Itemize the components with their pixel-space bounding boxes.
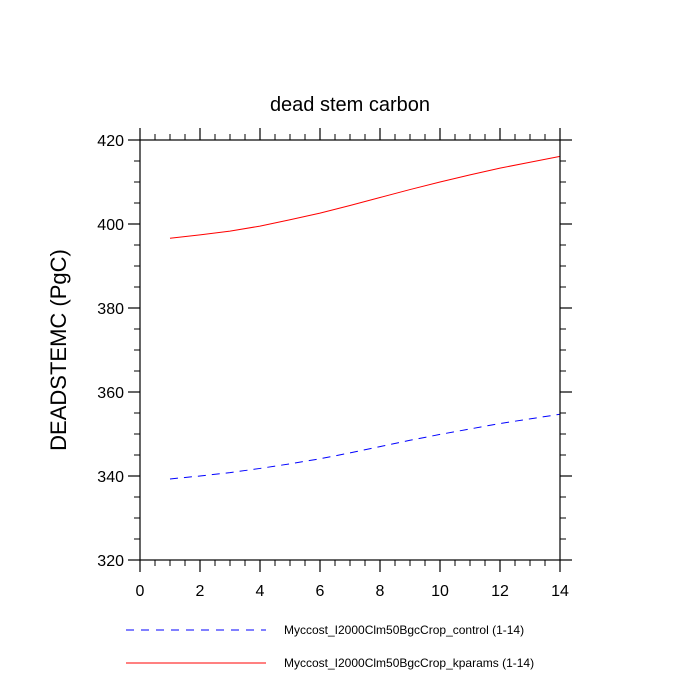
- x-tick-label: 12: [491, 583, 509, 600]
- y-tick-label: 420: [97, 133, 124, 150]
- legend-label-1: Myccost_I2000Clm50BgcCrop_kparams (1-14): [284, 656, 534, 670]
- y-axis-label: DEADSTEMC (PgC): [46, 249, 71, 451]
- series-layer: [169, 155, 561, 480]
- axis-ticks: 0 2 4 6 8 10 12 14 320 340 360 380 400 420: [97, 128, 572, 600]
- x-tick-label: 8: [376, 583, 385, 600]
- y-tick-label: 360: [97, 385, 124, 402]
- chart-title: dead stem carbon: [270, 94, 430, 116]
- y-tick-label: 320: [97, 553, 124, 570]
- legend-label-0: Myccost_I2000Clm50BgcCrop_control (1-14): [284, 623, 524, 637]
- plot-frame: [139, 139, 561, 561]
- x-tick-label: 14: [551, 583, 569, 600]
- x-tick-label: 10: [431, 583, 449, 600]
- x-tick-label: 4: [256, 583, 265, 600]
- series-line-0: [169, 413, 561, 480]
- legend: Myccost_I2000Clm50BgcCrop_control (1-14)…: [126, 623, 534, 670]
- x-tick-label: 2: [196, 583, 205, 600]
- series-line-1: [169, 155, 561, 239]
- y-tick-label: 400: [97, 217, 124, 234]
- y-tick-label: 340: [97, 469, 124, 486]
- x-tick-label: 6: [316, 583, 325, 600]
- x-tick-label: 0: [136, 583, 145, 600]
- y-tick-label: 380: [97, 301, 124, 318]
